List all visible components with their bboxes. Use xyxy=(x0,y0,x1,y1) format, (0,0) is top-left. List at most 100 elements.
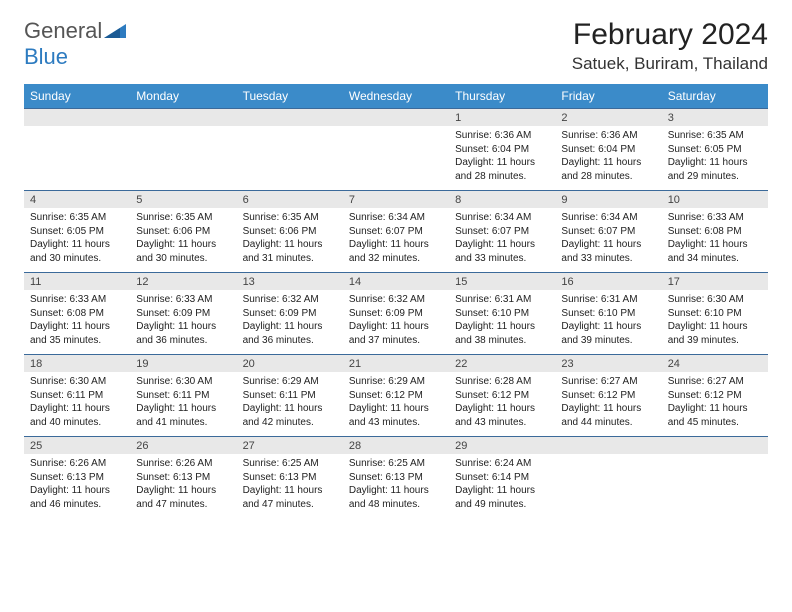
calendar-body: 1Sunrise: 6:36 AMSunset: 6:04 PMDaylight… xyxy=(24,108,768,518)
calendar-cell: 9Sunrise: 6:34 AMSunset: 6:07 PMDaylight… xyxy=(555,191,661,272)
day-content: Sunrise: 6:36 AMSunset: 6:04 PMDaylight:… xyxy=(555,126,661,189)
day-number: 18 xyxy=(24,355,130,372)
calendar-cell: 5Sunrise: 6:35 AMSunset: 6:06 PMDaylight… xyxy=(130,191,236,272)
daylight-line: Daylight: 11 hours and 42 minutes. xyxy=(243,402,337,429)
logo-text-1: General xyxy=(24,18,102,43)
calendar-cell: 21Sunrise: 6:29 AMSunset: 6:12 PMDayligh… xyxy=(343,355,449,436)
sunrise-line: Sunrise: 6:31 AM xyxy=(455,293,549,307)
daylight-line: Daylight: 11 hours and 49 minutes. xyxy=(455,484,549,511)
day-content: Sunrise: 6:35 AMSunset: 6:05 PMDaylight:… xyxy=(662,126,768,189)
calendar-cell: 17Sunrise: 6:30 AMSunset: 6:10 PMDayligh… xyxy=(662,273,768,354)
sunset-line: Sunset: 6:06 PM xyxy=(243,225,337,239)
daylight-line: Daylight: 11 hours and 48 minutes. xyxy=(349,484,443,511)
sunset-line: Sunset: 6:13 PM xyxy=(349,471,443,485)
day-number: 10 xyxy=(662,191,768,208)
sunrise-line: Sunrise: 6:34 AM xyxy=(349,211,443,225)
sunset-line: Sunset: 6:11 PM xyxy=(243,389,337,403)
daylight-line: Daylight: 11 hours and 33 minutes. xyxy=(561,238,655,265)
sunset-line: Sunset: 6:14 PM xyxy=(455,471,549,485)
daylight-line: Daylight: 11 hours and 37 minutes. xyxy=(349,320,443,347)
day-header: Monday xyxy=(130,84,236,108)
daylight-line: Daylight: 11 hours and 30 minutes. xyxy=(30,238,124,265)
sunset-line: Sunset: 6:08 PM xyxy=(30,307,124,321)
calendar-cell: 27Sunrise: 6:25 AMSunset: 6:13 PMDayligh… xyxy=(237,437,343,518)
daylight-line: Daylight: 11 hours and 46 minutes. xyxy=(30,484,124,511)
sunset-line: Sunset: 6:12 PM xyxy=(668,389,762,403)
daylight-line: Daylight: 11 hours and 35 minutes. xyxy=(30,320,124,347)
calendar-cell: 22Sunrise: 6:28 AMSunset: 6:12 PMDayligh… xyxy=(449,355,555,436)
sunset-line: Sunset: 6:13 PM xyxy=(243,471,337,485)
day-number: 24 xyxy=(662,355,768,372)
day-content: Sunrise: 6:28 AMSunset: 6:12 PMDaylight:… xyxy=(449,372,555,435)
day-header: Sunday xyxy=(24,84,130,108)
day-content: Sunrise: 6:24 AMSunset: 6:14 PMDaylight:… xyxy=(449,454,555,517)
daylight-line: Daylight: 11 hours and 45 minutes. xyxy=(668,402,762,429)
sunset-line: Sunset: 6:07 PM xyxy=(455,225,549,239)
sunrise-line: Sunrise: 6:29 AM xyxy=(243,375,337,389)
calendar: Sunday Monday Tuesday Wednesday Thursday… xyxy=(24,84,768,518)
daylight-line: Daylight: 11 hours and 39 minutes. xyxy=(668,320,762,347)
daylight-line: Daylight: 11 hours and 36 minutes. xyxy=(243,320,337,347)
empty-day-bar xyxy=(343,109,449,126)
logo-triangle-icon xyxy=(104,22,126,38)
daylight-line: Daylight: 11 hours and 39 minutes. xyxy=(561,320,655,347)
sunrise-line: Sunrise: 6:35 AM xyxy=(668,129,762,143)
sunset-line: Sunset: 6:05 PM xyxy=(30,225,124,239)
day-content: Sunrise: 6:25 AMSunset: 6:13 PMDaylight:… xyxy=(237,454,343,517)
calendar-cell: 10Sunrise: 6:33 AMSunset: 6:08 PMDayligh… xyxy=(662,191,768,272)
day-content: Sunrise: 6:36 AMSunset: 6:04 PMDaylight:… xyxy=(449,126,555,189)
day-number: 1 xyxy=(449,109,555,126)
calendar-cell: 3Sunrise: 6:35 AMSunset: 6:05 PMDaylight… xyxy=(662,109,768,190)
day-number: 4 xyxy=(24,191,130,208)
day-number: 15 xyxy=(449,273,555,290)
day-content: Sunrise: 6:34 AMSunset: 6:07 PMDaylight:… xyxy=(343,208,449,271)
calendar-row: 25Sunrise: 6:26 AMSunset: 6:13 PMDayligh… xyxy=(24,436,768,518)
calendar-cell: 28Sunrise: 6:25 AMSunset: 6:13 PMDayligh… xyxy=(343,437,449,518)
daylight-line: Daylight: 11 hours and 43 minutes. xyxy=(349,402,443,429)
calendar-cell: 29Sunrise: 6:24 AMSunset: 6:14 PMDayligh… xyxy=(449,437,555,518)
sunset-line: Sunset: 6:07 PM xyxy=(561,225,655,239)
day-number: 26 xyxy=(130,437,236,454)
empty-day-bar xyxy=(662,437,768,454)
sunset-line: Sunset: 6:10 PM xyxy=(561,307,655,321)
location: Satuek, Buriram, Thailand xyxy=(572,54,768,74)
day-number: 14 xyxy=(343,273,449,290)
calendar-cell: 25Sunrise: 6:26 AMSunset: 6:13 PMDayligh… xyxy=(24,437,130,518)
empty-day-bar xyxy=(555,437,661,454)
sunrise-line: Sunrise: 6:31 AM xyxy=(561,293,655,307)
calendar-cell: 8Sunrise: 6:34 AMSunset: 6:07 PMDaylight… xyxy=(449,191,555,272)
day-header: Wednesday xyxy=(343,84,449,108)
month-title: February 2024 xyxy=(572,18,768,52)
sunrise-line: Sunrise: 6:35 AM xyxy=(30,211,124,225)
sunrise-line: Sunrise: 6:30 AM xyxy=(668,293,762,307)
day-content: Sunrise: 6:30 AMSunset: 6:10 PMDaylight:… xyxy=(662,290,768,353)
daylight-line: Daylight: 11 hours and 47 minutes. xyxy=(243,484,337,511)
calendar-cell: 20Sunrise: 6:29 AMSunset: 6:11 PMDayligh… xyxy=(237,355,343,436)
day-number: 5 xyxy=(130,191,236,208)
sunset-line: Sunset: 6:09 PM xyxy=(136,307,230,321)
day-number: 9 xyxy=(555,191,661,208)
calendar-cell: 14Sunrise: 6:32 AMSunset: 6:09 PMDayligh… xyxy=(343,273,449,354)
day-content: Sunrise: 6:25 AMSunset: 6:13 PMDaylight:… xyxy=(343,454,449,517)
sunset-line: Sunset: 6:10 PM xyxy=(668,307,762,321)
daylight-line: Daylight: 11 hours and 33 minutes. xyxy=(455,238,549,265)
day-content: Sunrise: 6:33 AMSunset: 6:08 PMDaylight:… xyxy=(662,208,768,271)
day-number: 6 xyxy=(237,191,343,208)
day-content: Sunrise: 6:35 AMSunset: 6:06 PMDaylight:… xyxy=(237,208,343,271)
header: General Blue February 2024 Satuek, Burir… xyxy=(24,18,768,74)
day-content: Sunrise: 6:29 AMSunset: 6:11 PMDaylight:… xyxy=(237,372,343,435)
calendar-cell xyxy=(130,109,236,190)
daylight-line: Daylight: 11 hours and 28 minutes. xyxy=(455,156,549,183)
sunset-line: Sunset: 6:07 PM xyxy=(349,225,443,239)
calendar-cell: 2Sunrise: 6:36 AMSunset: 6:04 PMDaylight… xyxy=(555,109,661,190)
daylight-line: Daylight: 11 hours and 41 minutes. xyxy=(136,402,230,429)
day-header: Tuesday xyxy=(237,84,343,108)
sunrise-line: Sunrise: 6:25 AM xyxy=(243,457,337,471)
logo: General Blue xyxy=(24,18,126,70)
daylight-line: Daylight: 11 hours and 32 minutes. xyxy=(349,238,443,265)
calendar-cell: 11Sunrise: 6:33 AMSunset: 6:08 PMDayligh… xyxy=(24,273,130,354)
calendar-cell xyxy=(237,109,343,190)
calendar-cell: 1Sunrise: 6:36 AMSunset: 6:04 PMDaylight… xyxy=(449,109,555,190)
daylight-line: Daylight: 11 hours and 40 minutes. xyxy=(30,402,124,429)
day-content: Sunrise: 6:31 AMSunset: 6:10 PMDaylight:… xyxy=(449,290,555,353)
